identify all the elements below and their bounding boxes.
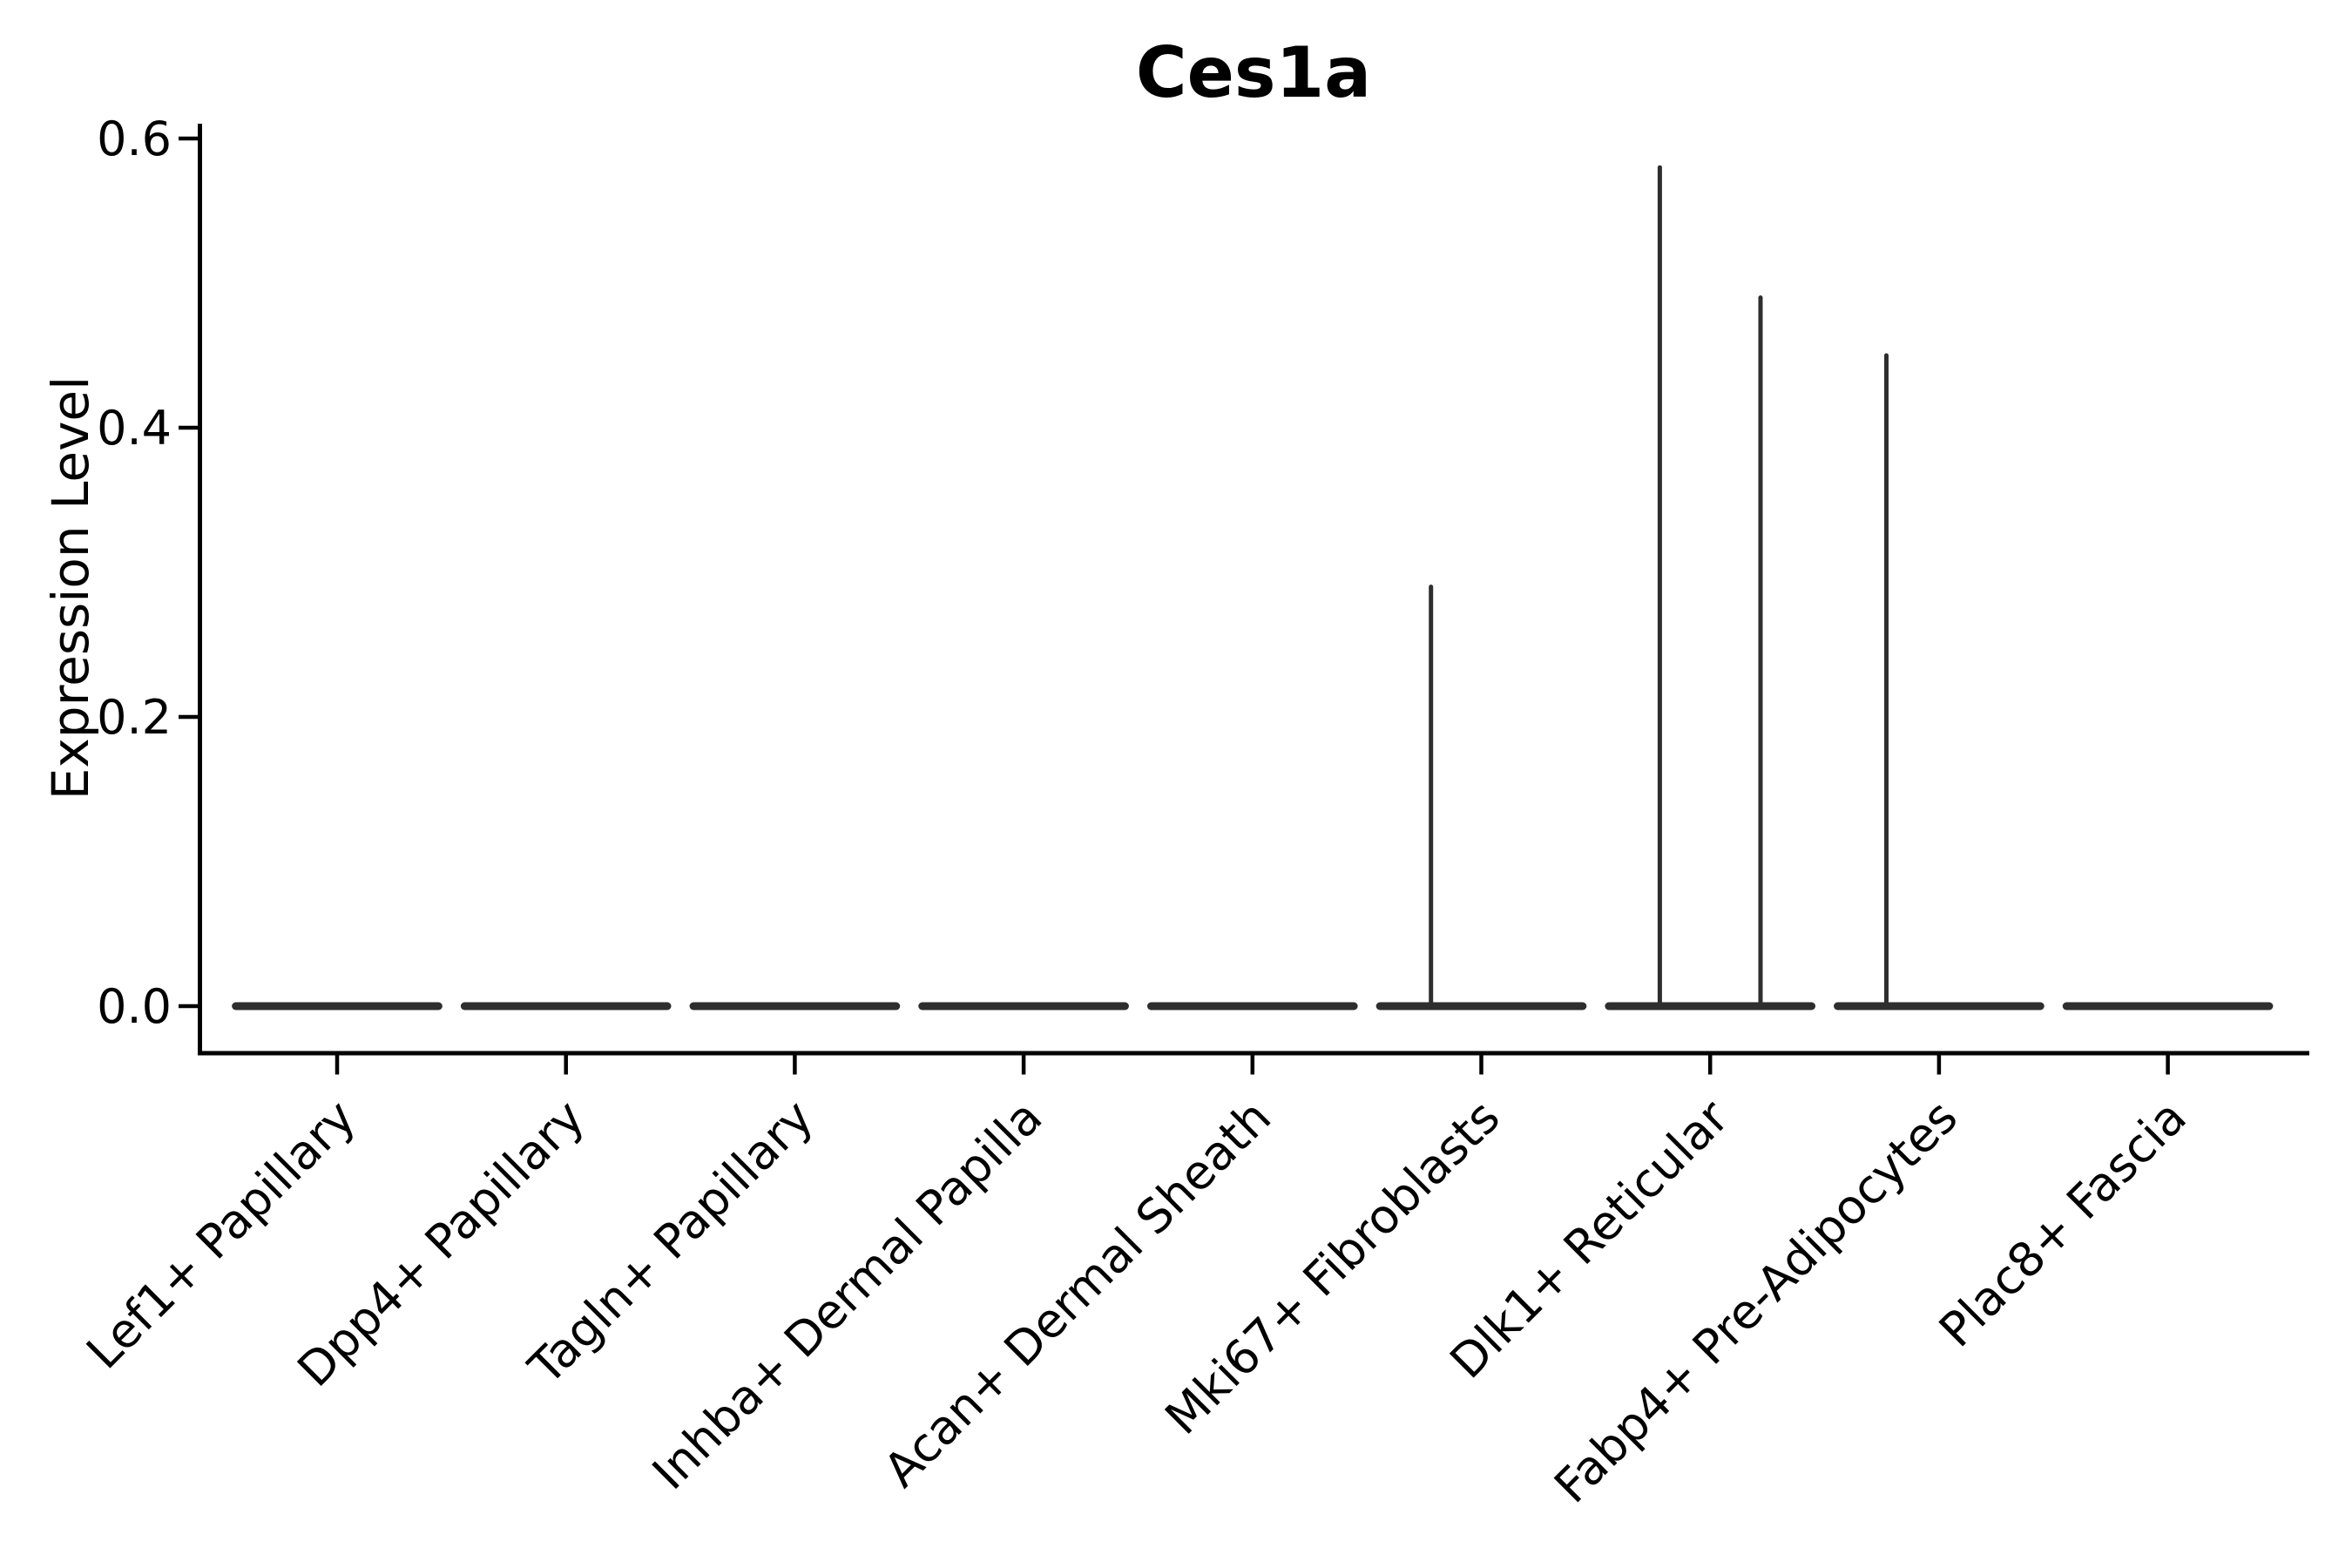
violin-body [918, 1002, 1129, 1010]
violin-body [1146, 1002, 1358, 1010]
x-tick-label: Acan+ Dermal Sheath [874, 1090, 1281, 1497]
x-tick-label: Inhba+ Dermal Papilla [642, 1090, 1052, 1500]
y-axis-label: Expression Level [41, 376, 100, 800]
x-tick-label: Plac8+ Fascia [1929, 1090, 2197, 1358]
plot-title: Ces1a [1136, 32, 1371, 113]
violin-body [1375, 1002, 1587, 1010]
axis-spines [198, 124, 2309, 1056]
violin-body [1605, 1002, 1816, 1010]
violin-body [460, 1002, 672, 1010]
x-tick-label: Fabp4+ Pre-Adipocytes [1544, 1090, 1968, 1514]
y-tick-label: 0.4 [97, 401, 172, 456]
y-axis-ticks: 0.0 0.2 0.4 0.6 [97, 112, 198, 1034]
violin-body [2062, 1002, 2274, 1010]
y-tick-label: 0.2 [97, 690, 172, 745]
violin-body [1834, 1002, 2044, 1010]
y-tick-label: 0.0 [97, 979, 172, 1034]
violin-body [232, 1002, 443, 1010]
violins-layer [232, 165, 2274, 1010]
violin-body [689, 1002, 901, 1010]
y-tick-label: 0.6 [97, 112, 172, 166]
